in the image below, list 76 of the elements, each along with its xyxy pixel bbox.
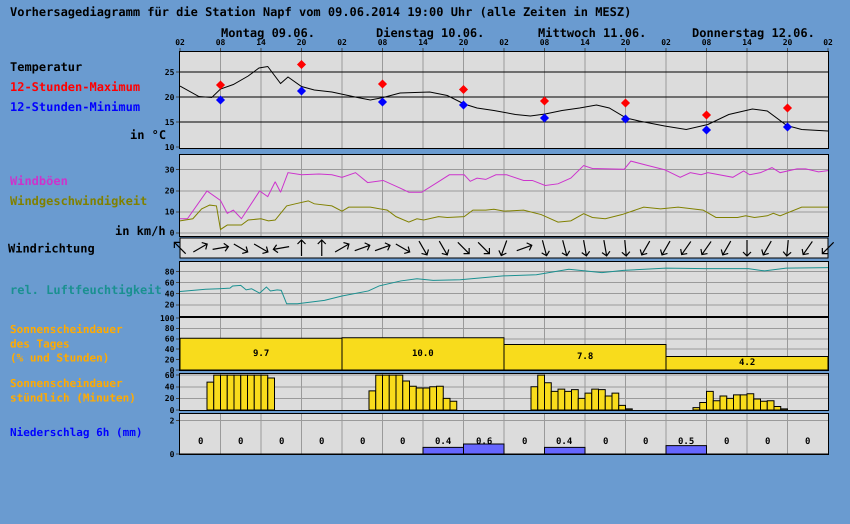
x-tick-label: 14 xyxy=(418,38,428,47)
data-label: 0 xyxy=(643,437,648,447)
x-tick-label: 20 xyxy=(458,38,468,47)
x-tick-label: 08 xyxy=(702,38,712,47)
data-label: 0 xyxy=(724,437,730,447)
y-tick-label: 2 xyxy=(170,416,175,426)
x-tick-label: 02 xyxy=(823,38,833,47)
y-tick-label: 0 xyxy=(170,406,175,415)
y-axis-title: in km/h xyxy=(115,224,166,238)
y-tick-label: 10 xyxy=(164,208,175,217)
x-tick-label: 20 xyxy=(782,38,792,47)
y-tick-label: 10 xyxy=(164,142,175,152)
y-tick-label: 80 xyxy=(164,267,175,276)
data-label: 0 xyxy=(279,437,284,447)
chart-title: Vorhersagediagramm für die Station Napf vom 09.06.2014 19:00 Uhr (alle Zeiten in MESZ) xyxy=(10,5,632,20)
x-tick-label: 08 xyxy=(540,38,550,47)
x-tick-label: 20 xyxy=(296,38,306,47)
annotation: 7.8 xyxy=(577,352,594,362)
text: Sonnenscheindauer des Tages (% und Stunden) xyxy=(10,323,123,365)
y-tick-label: 0 xyxy=(170,228,175,238)
y-tick-label: 25 xyxy=(164,68,175,77)
y-axis-title: in °C xyxy=(130,128,166,142)
x2-tick-label: Donnerstag 12.06. xyxy=(692,26,815,40)
x-tick-label: 14 xyxy=(256,38,266,47)
y-tick-label: 40 xyxy=(164,290,175,299)
text: Niederschlag 6h (mm) xyxy=(10,426,142,439)
x-tick-label: 08 xyxy=(378,38,388,47)
text: 12-Stunden-Minimum xyxy=(10,100,140,114)
annotation: 10.0 xyxy=(412,349,434,359)
y-tick-label: 20 xyxy=(164,355,175,364)
data-label: 0 xyxy=(360,437,366,447)
x-tick-label: 02 xyxy=(175,38,185,47)
text: Temperatur xyxy=(10,60,82,74)
data-label: 0 xyxy=(522,437,528,447)
y-tick-label: 20 xyxy=(164,300,175,310)
y-tick-label: 15 xyxy=(164,118,175,127)
annotation: 4.2 xyxy=(739,358,756,368)
data-label: 0.5 xyxy=(678,437,694,447)
annotation: 9.7 xyxy=(253,349,270,359)
x-tick-label: 02 xyxy=(337,38,347,47)
data-label: 0.4 xyxy=(435,437,452,447)
data-label: 0 xyxy=(319,437,324,447)
y-tick-label: 40 xyxy=(164,345,175,354)
series-label: rel. Luftfeuchtigkeit xyxy=(10,283,162,297)
data-label: 0.4 xyxy=(556,437,573,447)
text: Windrichtung xyxy=(8,241,95,256)
x-tick-label: 02 xyxy=(661,38,671,47)
text: 12-Stunden-Maximum xyxy=(10,80,140,94)
y-tick-label: 20 xyxy=(164,186,175,196)
text: Windgeschwindigkeit xyxy=(10,194,148,208)
y-tick-label: 100 xyxy=(160,314,175,323)
text: Sonnenscheindauer stündlich (Minuten) xyxy=(10,377,136,404)
y-tick-label: 60 xyxy=(164,278,175,288)
data-label: 0 xyxy=(805,437,810,447)
x2-tick-label: Dienstag 10.06. xyxy=(376,26,484,40)
y-tick-label: 80 xyxy=(164,324,175,334)
y-tick-label: 0 xyxy=(170,450,175,459)
text: Windböen xyxy=(10,174,68,188)
x-tick-label: 14 xyxy=(742,38,752,47)
x-tick-label: 14 xyxy=(580,38,590,47)
y-tick-label: 20 xyxy=(164,92,175,102)
y-tick-label: 40 xyxy=(164,382,175,392)
y-tick-label: 60 xyxy=(164,334,175,344)
y-tick-label: 20 xyxy=(164,394,175,404)
data-label: 0 xyxy=(238,437,244,447)
x-tick-label: 08 xyxy=(216,38,226,47)
data-label: 0 xyxy=(603,437,608,447)
x2-tick-label: Mittwoch 11.06. xyxy=(538,26,646,40)
x-tick-label: 20 xyxy=(620,38,630,47)
data-label: 0 xyxy=(400,437,406,447)
x-tick-label: 02 xyxy=(499,38,509,47)
y-tick-label: 60 xyxy=(164,370,175,380)
data-label: 0 xyxy=(765,437,770,447)
data-label: 0 xyxy=(198,437,204,447)
y-tick-label: 30 xyxy=(164,166,175,175)
x2-tick-label: Montag 09.06. xyxy=(221,26,315,40)
